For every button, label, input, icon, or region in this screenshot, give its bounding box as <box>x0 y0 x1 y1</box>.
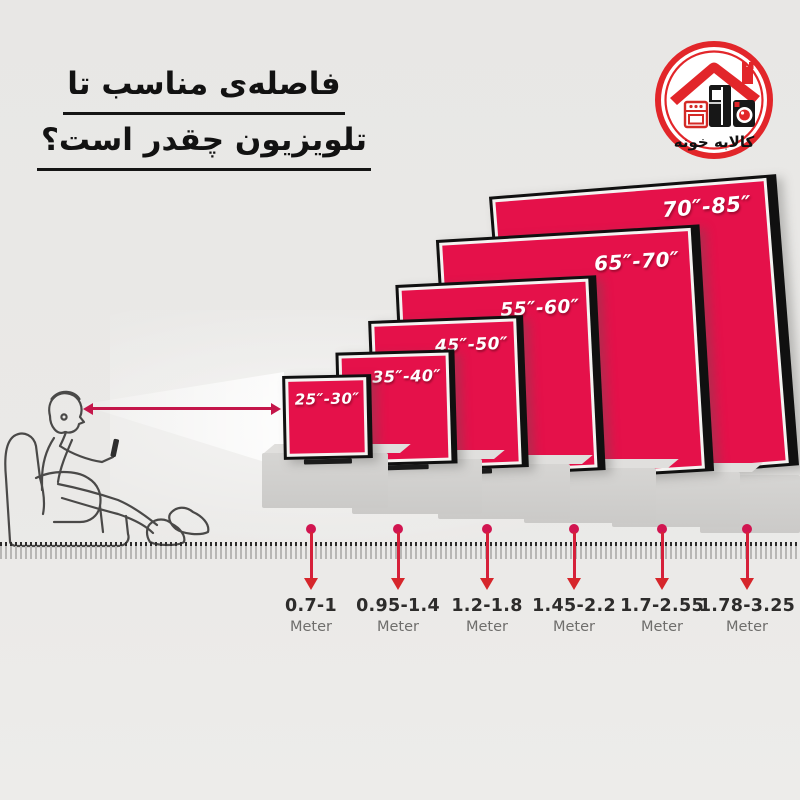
distance-unit: Meter <box>726 619 768 635</box>
distance-value: 1.2-1.8 <box>451 596 523 616</box>
washing-machine-icon <box>733 100 755 127</box>
tv-25-30: 25″-30″ <box>282 374 373 465</box>
home-appliances-logo-icon: کالابه خونه <box>655 41 773 159</box>
distance-marker-arrow <box>391 524 405 592</box>
distance-label: 0.7-1 Meter <box>256 596 366 635</box>
distance-marker-arrow <box>740 524 754 592</box>
remote-icon <box>110 438 120 458</box>
distance-value: 1.45-2.2 <box>532 596 616 616</box>
person-icon <box>40 390 210 547</box>
tv-stand <box>303 458 352 465</box>
viewing-distance-arrow <box>83 402 281 415</box>
distance-value: 0.7-1 <box>285 596 337 616</box>
distance-value: 0.95-1.4 <box>356 596 440 616</box>
distance-value: 1.78-3.25 <box>698 596 796 616</box>
stove-icon <box>683 100 709 129</box>
distance-unit: Meter <box>641 619 683 635</box>
distance-marker-arrow <box>655 524 669 592</box>
tv-size-label: 25″-30″ <box>294 389 360 409</box>
brand-logo: کالابه خونه <box>648 34 780 166</box>
title-line-1: فاصله‌ی مناسب تا <box>63 66 345 115</box>
distance-label: 1.45-2.2 Meter <box>519 596 629 635</box>
distance-label: 1.2-1.8 Meter <box>432 596 542 635</box>
distance-label: 0.95-1.4 Meter <box>343 596 453 635</box>
distance-unit: Meter <box>553 619 595 635</box>
title-line-2: تلویزیون چقدر است؟ <box>36 122 372 171</box>
page-title: فاصله‌ی مناسب تا تلویزیون چقدر است؟ <box>28 66 380 178</box>
distance-label: 1.7-2.55 Meter <box>607 596 717 635</box>
person-watching-illustration <box>0 386 232 548</box>
distance-unit: Meter <box>290 619 332 635</box>
distance-unit: Meter <box>377 619 419 635</box>
tv-size-label: 65″-70″ <box>593 246 681 276</box>
distance-marker-arrow <box>480 524 494 592</box>
distance-marker-arrow <box>304 524 318 592</box>
distance-label: 1.78-3.25 Meter <box>692 596 800 635</box>
fridge-icon <box>709 85 731 127</box>
logo-brand-text: کالابه خونه <box>674 133 755 151</box>
ground-line <box>0 542 800 560</box>
distance-value: 1.7-2.55 <box>620 596 704 616</box>
distance-marker-arrow <box>567 524 581 592</box>
distance-unit: Meter <box>466 619 508 635</box>
